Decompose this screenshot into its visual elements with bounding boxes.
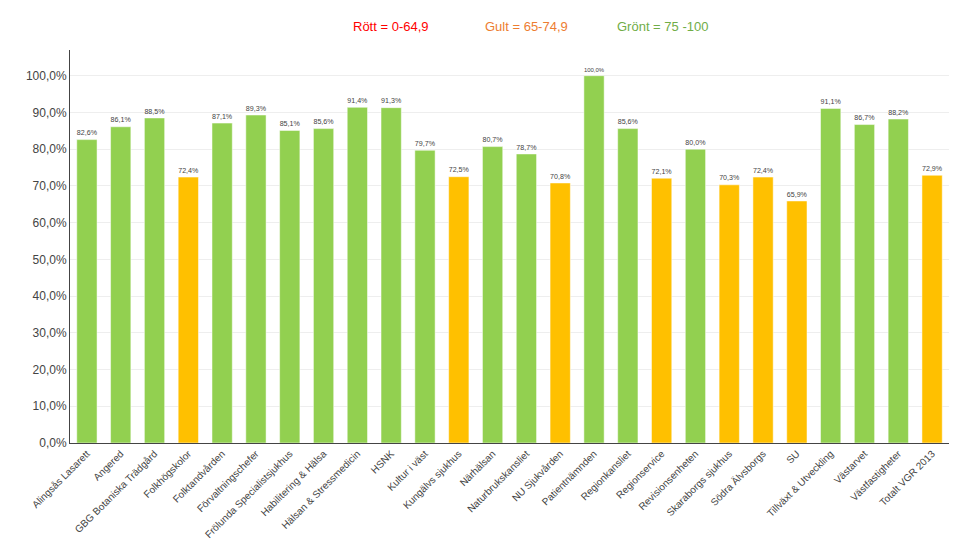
- svg-text:Södra Älvsborgs: Södra Älvsborgs: [708, 448, 768, 508]
- svg-text:85,6%: 85,6%: [313, 118, 334, 126]
- svg-text:Revisionsenheten: Revisionsenheten: [636, 448, 700, 512]
- svg-text:NU Sjukvården: NU Sjukvården: [510, 448, 565, 503]
- svg-text:Hälsan & Stressmedicin: Hälsan & Stressmedicin: [279, 448, 362, 531]
- svg-text:80,7%: 80,7%: [482, 136, 503, 144]
- svg-text:72,1%: 72,1%: [652, 168, 673, 176]
- svg-text:Frölunda Specialistsjukhus: Frölunda Specialistsjukhus: [203, 448, 295, 540]
- svg-text:70,0%: 70,0%: [33, 179, 67, 193]
- svg-text:78,7%: 78,7%: [516, 144, 537, 152]
- svg-text:72,4%: 72,4%: [753, 167, 774, 175]
- svg-text:Västarvet: Västarvet: [832, 448, 870, 486]
- svg-text:Västfastigheter: Västfastigheter: [848, 448, 903, 503]
- svg-text:Kungälvs sjukhus: Kungälvs sjukhus: [401, 448, 464, 511]
- svg-text:90,0%: 90,0%: [33, 106, 67, 120]
- svg-text:85,6%: 85,6%: [618, 118, 639, 126]
- svg-text:Kultur i väst: Kultur i väst: [385, 448, 430, 493]
- svg-text:Tillväxt & Utveckling: Tillväxt & Utveckling: [765, 448, 836, 519]
- svg-text:72,4%: 72,4%: [178, 167, 199, 175]
- svg-text:80,0%: 80,0%: [685, 139, 706, 147]
- svg-text:89,3%: 89,3%: [246, 105, 267, 113]
- svg-text:Folktandvården: Folktandvården: [171, 448, 228, 505]
- svg-text:85,1%: 85,1%: [280, 120, 301, 128]
- svg-text:HSNK: HSNK: [369, 448, 397, 476]
- svg-text:Totalt VGR 2013: Totalt VGR 2013: [877, 448, 937, 508]
- svg-text:Gult = 65-74,9: Gult = 65-74,9: [485, 19, 568, 34]
- svg-text:100,0%: 100,0%: [26, 69, 67, 83]
- svg-text:20,0%: 20,0%: [33, 363, 67, 377]
- svg-text:Naturbrukskansliet: Naturbrukskansliet: [465, 448, 531, 514]
- svg-text:79,7%: 79,7%: [415, 140, 436, 148]
- svg-text:Angered: Angered: [91, 448, 126, 483]
- svg-text:Folkhögskolor: Folkhögskolor: [141, 448, 193, 500]
- svg-text:100,0%: 100,0%: [584, 67, 605, 73]
- svg-text:Förvaltningschefer: Förvaltningschefer: [195, 448, 261, 514]
- svg-text:91,1%: 91,1%: [821, 98, 842, 106]
- svg-text:SU: SU: [784, 448, 802, 466]
- svg-text:Habilitering & Hälsa: Habilitering & Hälsa: [259, 448, 329, 518]
- svg-text:80,0%: 80,0%: [33, 142, 67, 156]
- svg-text:Regionkansliet: Regionkansliet: [579, 448, 633, 502]
- svg-text:86,1%: 86,1%: [111, 116, 132, 124]
- svg-text:GBG Botaniska Trädgård: GBG Botaniska Trädgård: [73, 448, 160, 535]
- svg-text:70,8%: 70,8%: [550, 173, 571, 181]
- svg-text:50,0%: 50,0%: [33, 253, 67, 267]
- svg-text:65,9%: 65,9%: [787, 191, 808, 199]
- svg-text:91,4%: 91,4%: [347, 97, 368, 105]
- svg-text:86,7%: 86,7%: [854, 114, 875, 122]
- svg-text:30,0%: 30,0%: [33, 326, 67, 340]
- svg-text:88,5%: 88,5%: [144, 108, 165, 116]
- svg-text:72,5%: 72,5%: [449, 166, 470, 174]
- svg-text:Rött = 0-64,9: Rött = 0-64,9: [353, 19, 429, 34]
- svg-text:Regionservice: Regionservice: [614, 448, 667, 501]
- svg-text:Närhälsan: Närhälsan: [458, 448, 498, 488]
- svg-text:Grönt = 75 -100: Grönt = 75 -100: [617, 19, 708, 34]
- svg-text:Patientnämnden: Patientnämnden: [540, 448, 599, 507]
- svg-text:87,1%: 87,1%: [212, 113, 233, 121]
- svg-text:72,9%: 72,9%: [922, 165, 943, 173]
- svg-text:88,2%: 88,2%: [888, 109, 909, 117]
- svg-text:0,0%: 0,0%: [39, 436, 67, 450]
- svg-text:40,0%: 40,0%: [33, 289, 67, 303]
- svg-text:Alingsås Lasarett: Alingsås Lasarett: [30, 448, 92, 510]
- svg-text:70,3%: 70,3%: [719, 174, 740, 182]
- svg-text:91,3%: 91,3%: [381, 97, 402, 105]
- svg-text:10,0%: 10,0%: [33, 399, 67, 413]
- svg-text:Skaraborgs sjukhus: Skaraborgs sjukhus: [664, 448, 734, 518]
- svg-text:60,0%: 60,0%: [33, 216, 67, 230]
- svg-text:82,6%: 82,6%: [77, 129, 98, 137]
